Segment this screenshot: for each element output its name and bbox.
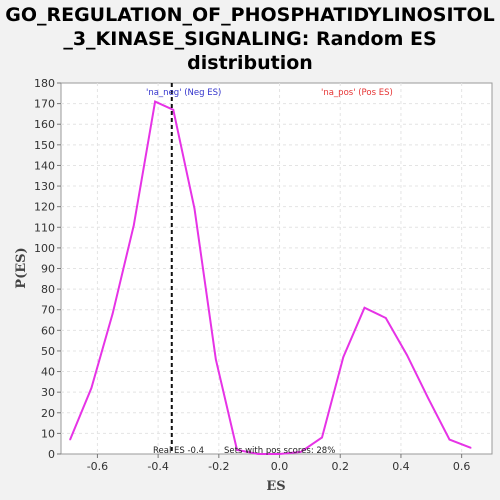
chart-title-line-1: GO_REGULATION_OF_PHOSPHATIDYLINOSITOL	[5, 4, 495, 26]
y-tick-label: 140	[34, 159, 55, 172]
data-point	[469, 447, 472, 449]
y-tick-label: 70	[41, 304, 55, 317]
y-tick-label: 10	[41, 427, 55, 440]
data-point	[172, 108, 175, 111]
data-point	[363, 306, 366, 309]
y-tick-label: 90	[41, 263, 55, 276]
data-point	[69, 438, 71, 441]
y-tick-label: 100	[34, 242, 55, 255]
data-point	[406, 354, 408, 356]
x-tick-label: -0.6	[87, 460, 108, 473]
y-tick-label: 30	[41, 386, 55, 399]
data-point	[236, 449, 238, 451]
y-tick-label: 60	[41, 324, 55, 337]
x-tick-label: -0.2	[208, 460, 229, 473]
series-layer	[69, 100, 472, 455]
y-tick-label: 120	[34, 201, 55, 214]
data-point	[427, 397, 430, 400]
data-point	[321, 436, 323, 439]
chart-title-line-2: _3_KINASE_SIGNALING: Random ES	[63, 28, 437, 50]
chart-title-line-3: distribution	[187, 52, 313, 74]
y-tick-label: 0	[48, 448, 55, 461]
y-tick-label: 170	[34, 98, 55, 111]
x-tick-label: 0.6	[453, 460, 471, 473]
data-point	[111, 313, 114, 315]
sets-pos-text: Sets with pos scores: 28%	[224, 446, 335, 456]
plot-area	[60, 82, 493, 455]
y-tick-label: 150	[34, 139, 55, 152]
pos-es-label: 'na_pos' (Pos ES)	[321, 88, 393, 98]
data-point	[448, 438, 451, 441]
y-tick-label: 110	[34, 221, 55, 234]
x-tick-label: -0.4	[147, 460, 168, 473]
data-point	[384, 317, 387, 319]
y-tick-label: 180	[34, 77, 55, 90]
data-point	[154, 100, 156, 103]
data-point	[342, 356, 345, 358]
grid-lines	[61, 83, 492, 454]
x-tick-label: 0.0	[271, 460, 289, 473]
data-point	[299, 451, 302, 453]
x-tick-label: 0.2	[331, 460, 349, 473]
y-tick-label: 40	[41, 366, 55, 379]
data-point	[257, 453, 260, 455]
real-es-text: Real ES -0.4	[153, 446, 204, 456]
series-line	[69, 100, 472, 455]
x-axis-label: ES	[266, 479, 285, 494]
y-tick-label: 50	[41, 345, 55, 358]
y-tick-label: 130	[34, 180, 55, 193]
data-point	[90, 387, 93, 389]
data-point	[278, 453, 281, 455]
y-tick-label: 20	[41, 407, 55, 420]
y-tick-label: 160	[34, 118, 55, 131]
data-point	[214, 358, 217, 360]
data-point	[193, 207, 196, 210]
data-point	[133, 224, 135, 227]
neg-es-label: 'na_neg' (Neg ES)	[146, 88, 221, 98]
y-tick-label: 80	[41, 283, 55, 296]
x-axis-ticks: -0.6 -0.4 -0.2 0.0 0.2 0.4 0.6	[87, 454, 471, 473]
y-axis-ticks: 0 10 20 30 40 50 60 70 80 90 100 110 120 130 140 150 160…	[34, 77, 61, 461]
y-axis-label: P(ES)	[14, 247, 29, 288]
x-tick-label: 0.4	[392, 460, 410, 473]
